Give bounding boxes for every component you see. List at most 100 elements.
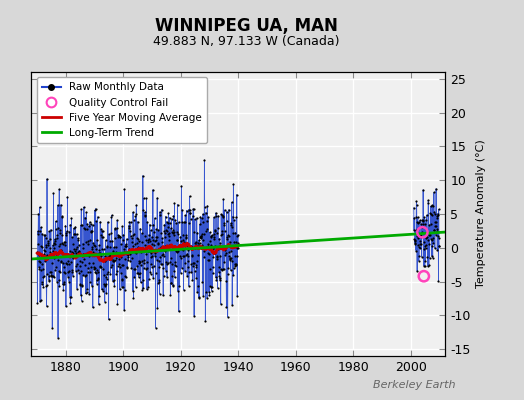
Point <box>166 214 174 221</box>
Point <box>182 207 191 214</box>
Point <box>92 246 100 252</box>
Point <box>191 216 199 222</box>
Point <box>131 213 139 220</box>
Point <box>421 263 429 269</box>
Point <box>128 235 136 242</box>
Point <box>228 224 236 230</box>
Point <box>75 258 84 264</box>
Point <box>86 263 95 270</box>
Point <box>412 214 420 220</box>
Point <box>122 274 130 280</box>
Point <box>156 261 165 267</box>
Point <box>96 250 105 256</box>
Point <box>78 258 86 265</box>
Point <box>424 241 433 248</box>
Point <box>69 240 77 247</box>
Point <box>96 263 104 270</box>
Point <box>152 234 161 240</box>
Point <box>108 251 116 257</box>
Point <box>194 283 202 289</box>
Point <box>124 253 132 260</box>
Point <box>44 240 52 246</box>
Point <box>134 244 142 250</box>
Point <box>86 269 94 275</box>
Point <box>143 286 151 292</box>
Point <box>52 226 60 232</box>
Point <box>72 246 80 252</box>
Text: Berkeley Earth: Berkeley Earth <box>374 380 456 390</box>
Point <box>410 236 419 243</box>
Point <box>53 279 61 285</box>
Point <box>140 257 148 263</box>
Point <box>84 241 92 248</box>
Point <box>187 246 195 252</box>
Point <box>33 299 41 306</box>
Point <box>416 217 424 224</box>
Point <box>430 223 439 230</box>
Point <box>233 293 242 299</box>
Point <box>225 239 234 245</box>
Point <box>202 226 211 232</box>
Point <box>144 237 152 243</box>
Point <box>151 250 159 256</box>
Point <box>213 285 222 291</box>
Point <box>94 250 103 256</box>
Point <box>234 245 243 252</box>
Point <box>194 252 202 258</box>
Point <box>42 282 50 289</box>
Point <box>123 252 132 258</box>
Point <box>136 225 145 232</box>
Point <box>427 203 435 209</box>
Point <box>413 268 421 274</box>
Point <box>190 259 199 266</box>
Point <box>165 210 173 216</box>
Point <box>192 263 201 270</box>
Point <box>217 230 226 237</box>
Point <box>211 250 219 256</box>
Point <box>108 262 116 268</box>
Point <box>77 206 85 213</box>
Point <box>49 190 58 196</box>
Point <box>140 209 149 216</box>
Point <box>68 269 76 275</box>
Point <box>55 243 63 249</box>
Point <box>193 230 202 236</box>
Text: WINNIPEG UA, MAN: WINNIPEG UA, MAN <box>155 17 337 35</box>
Point <box>121 272 129 279</box>
Point <box>225 249 234 255</box>
Point <box>186 210 194 217</box>
Point <box>173 201 182 208</box>
Point <box>142 266 150 272</box>
Point <box>36 204 44 210</box>
Point <box>215 235 223 242</box>
Point <box>232 260 240 267</box>
Point <box>56 241 64 247</box>
Point <box>119 262 127 268</box>
Point <box>154 240 162 246</box>
Point <box>211 226 219 233</box>
Point <box>136 279 145 286</box>
Point <box>171 262 180 268</box>
Point <box>233 191 241 198</box>
Point <box>189 206 198 212</box>
Point <box>82 288 91 295</box>
Point <box>80 204 88 210</box>
Point <box>105 231 113 237</box>
Point <box>183 253 192 260</box>
Point <box>188 252 196 258</box>
Point <box>95 293 104 299</box>
Point <box>233 233 241 239</box>
Point <box>110 283 118 290</box>
Point <box>132 250 140 256</box>
Point <box>220 266 228 272</box>
Point <box>208 246 216 253</box>
Point <box>167 280 175 286</box>
Point <box>80 250 89 257</box>
Point <box>141 233 150 239</box>
Point <box>414 258 423 264</box>
Point <box>232 214 241 220</box>
Point <box>209 254 217 261</box>
Point <box>182 234 191 241</box>
Point <box>161 233 170 240</box>
Point <box>152 236 160 243</box>
